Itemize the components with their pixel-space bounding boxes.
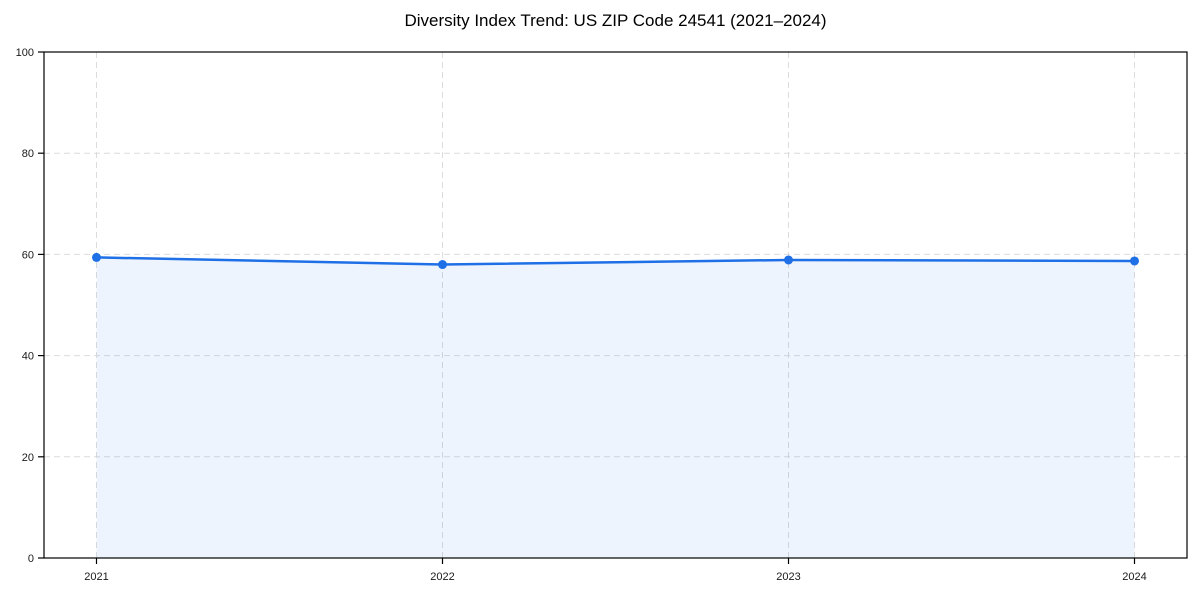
gridlines	[44, 52, 1187, 558]
svg-text:2023: 2023	[776, 571, 800, 583]
svg-text:60: 60	[22, 249, 34, 261]
chart-title: Diversity Index Trend: US ZIP Code 24541…	[404, 11, 827, 30]
svg-text:2021: 2021	[84, 571, 108, 583]
area-fill	[96, 257, 1135, 558]
data-point-markers	[92, 252, 1139, 270]
svg-text:80: 80	[22, 148, 34, 160]
x-axis: 2021 2022 2023 2024	[84, 558, 1147, 583]
svg-text:40: 40	[22, 351, 34, 363]
svg-text:2022: 2022	[430, 571, 454, 583]
svg-text:100: 100	[16, 47, 34, 59]
svg-text:2024: 2024	[1122, 571, 1146, 583]
y-axis: 0 20 40 60 80 100	[16, 47, 44, 565]
svg-text:20: 20	[22, 452, 34, 464]
svg-text:0: 0	[28, 553, 34, 565]
trend-line	[95, 256, 1136, 266]
plot-border	[43, 51, 1188, 559]
